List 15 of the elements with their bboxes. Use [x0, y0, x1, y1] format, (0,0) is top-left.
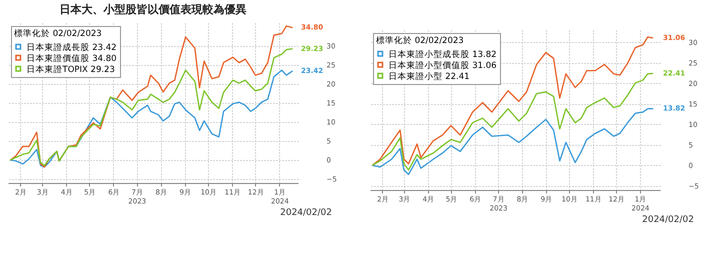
legend-title: 標準化於 02/02/2023: [376, 35, 464, 46]
chart-title: 日本大、小型股皆以價值表現較為優異: [60, 3, 246, 16]
line-series: [372, 36, 654, 166]
line-series: [10, 25, 294, 168]
legend-label: 日本東證小型成長股 13.82: [388, 48, 497, 60]
legend-label: 日本東證小型價值股 31.06: [388, 60, 497, 71]
text: 2024/02/02: [362, 215, 724, 225]
legend-label: 日本東證TOPIX 29.23: [26, 64, 115, 75]
legend-label: 日本東證小型 22.41: [388, 70, 470, 82]
legend-label: 日本東證成長股 23.42: [26, 42, 117, 53]
legend-title: 標準化於 02/02/2023: [14, 28, 102, 39]
text: 2024/02/02: [0, 208, 362, 218]
legend-label: 日本東證價值股 34.80: [26, 52, 117, 64]
line-series: [372, 108, 654, 176]
line-series: [372, 72, 654, 171]
